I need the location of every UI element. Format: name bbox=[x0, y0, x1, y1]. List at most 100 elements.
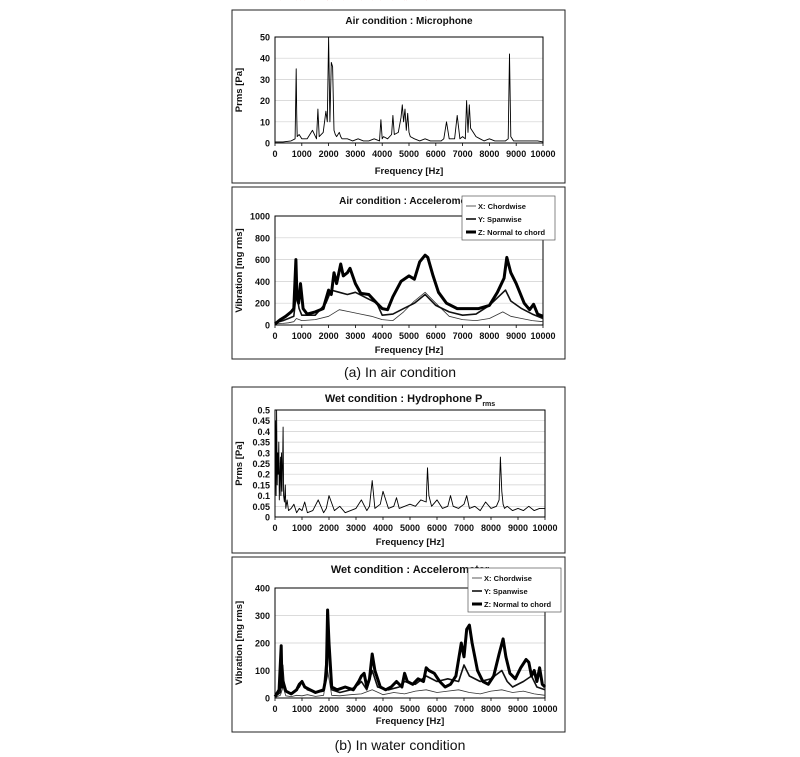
chart-air_mic: 0 10 20 30 40 50 0 1000 2000 3000 4000 5000 6000 7000… bbox=[234, 16, 556, 177]
y-tick-label: 0 bbox=[265, 694, 270, 704]
series-line-1 bbox=[274, 291, 544, 325]
y-axis-label: Vibration [mg rms] bbox=[234, 228, 245, 312]
x-tick-label: 5000 bbox=[399, 331, 419, 341]
series-line-1 bbox=[274, 670, 546, 698]
x-tick-label: 4000 bbox=[372, 331, 392, 341]
y-tick-label: 300 bbox=[255, 611, 270, 621]
series-line-1 bbox=[274, 409, 545, 514]
y-tick-label: 800 bbox=[255, 233, 270, 243]
y-tick-label: 600 bbox=[255, 255, 270, 265]
x-tick-label: 10000 bbox=[530, 331, 555, 341]
y-tick-label: 400 bbox=[255, 277, 270, 287]
x-tick-label: 6000 bbox=[427, 704, 447, 714]
x-tick-label: 10000 bbox=[532, 523, 557, 533]
x-tick-label: 4000 bbox=[373, 704, 393, 714]
x-tick-label: 7000 bbox=[454, 704, 474, 714]
x-tick-label: 1000 bbox=[292, 704, 312, 714]
x-tick-label: 5000 bbox=[400, 704, 420, 714]
series-line-2 bbox=[274, 289, 544, 324]
x-tick-label: 10000 bbox=[530, 149, 555, 159]
x-tick-label: 2000 bbox=[319, 523, 339, 533]
y-tick-label: 1000 bbox=[250, 212, 270, 222]
x-tick-label: 9000 bbox=[508, 704, 528, 714]
x-tick-label: 8000 bbox=[481, 523, 501, 533]
x-tick-label: 2000 bbox=[319, 331, 339, 341]
chart-wet_hyd: 00.050.10.150.20.250.30.350.40.450.50 100… bbox=[234, 393, 558, 548]
y-tick-label: 30 bbox=[260, 75, 270, 85]
x-tick-label: 5000 bbox=[399, 149, 419, 159]
chart-title: Wet condition : Hydrophone Prms bbox=[325, 393, 495, 408]
x-tick-label: 1000 bbox=[292, 331, 312, 341]
y-tick-label: 20 bbox=[260, 96, 270, 106]
x-tick-label: 2000 bbox=[319, 704, 339, 714]
legend-entry: X: Chordwise bbox=[478, 202, 526, 211]
y-tick-label: 100 bbox=[255, 666, 270, 676]
chart-title: Wet condition : Accelerometer bbox=[331, 564, 490, 576]
x-tick-label: 3000 bbox=[345, 331, 365, 341]
x-tick-label: 7000 bbox=[454, 523, 474, 533]
y-tick-label: 40 bbox=[260, 54, 270, 64]
x-tick-label: 0 bbox=[272, 704, 277, 714]
legend: X: Chordwise Y: Spanwise Z: Normal to chor… bbox=[461, 195, 556, 241]
x-tick-label: 0 bbox=[272, 149, 277, 159]
x-tick-label: 4000 bbox=[372, 149, 392, 159]
x-axis-label: Frequency [Hz] bbox=[375, 345, 444, 356]
x-tick-label: 9000 bbox=[506, 149, 526, 159]
x-tick-label: 3000 bbox=[345, 149, 365, 159]
y-tick-label: 0.2 bbox=[257, 470, 270, 480]
series-line-1 bbox=[275, 36, 544, 143]
y-tick-label: 0.4 bbox=[257, 427, 270, 437]
y-tick-label: 0.05 bbox=[252, 502, 270, 512]
x-tick-label: 3000 bbox=[346, 704, 366, 714]
x-tick-label: 1000 bbox=[292, 149, 312, 159]
x-tick-label: 0 bbox=[272, 331, 277, 341]
x-tick-label: 7000 bbox=[453, 149, 473, 159]
panel-frame-wet-hyd bbox=[231, 386, 566, 554]
caption-air: (a) In air condition bbox=[344, 364, 456, 380]
legend-entry: Y: Spanwise bbox=[478, 215, 522, 224]
legend-box bbox=[461, 195, 556, 241]
y-tick-label: 0.15 bbox=[252, 480, 270, 490]
y-tick-label: 0.1 bbox=[257, 491, 270, 501]
legend-entry: Z: Normal to chord bbox=[484, 600, 552, 609]
plot-area bbox=[274, 36, 544, 144]
chart-title: Air condition : Microphone bbox=[345, 16, 473, 27]
panel-frame-air-mic bbox=[231, 9, 566, 184]
x-tick-label: 2000 bbox=[319, 149, 339, 159]
chart-title: Air condition : Accelerometer bbox=[339, 196, 479, 207]
y-axis-label: Prms [Pa] bbox=[234, 441, 245, 485]
x-tick-label: 7000 bbox=[453, 331, 473, 341]
legend-box bbox=[467, 567, 562, 613]
x-tick-label: 4000 bbox=[373, 523, 393, 533]
x-tick-label: 6000 bbox=[427, 523, 447, 533]
x-tick-label: 3000 bbox=[346, 523, 366, 533]
legend-entry: Z: Normal to chord bbox=[478, 228, 546, 237]
y-tick-label: 0 bbox=[265, 513, 270, 523]
x-tick-label: 8000 bbox=[479, 149, 499, 159]
chart-title-subscript: rms bbox=[482, 401, 495, 408]
y-tick-label: 0.3 bbox=[257, 448, 270, 458]
y-tick-label: 10 bbox=[260, 117, 270, 127]
x-tick-label: 9000 bbox=[506, 331, 526, 341]
x-tick-label: 0 bbox=[272, 523, 277, 533]
x-tick-label: 1000 bbox=[292, 523, 312, 533]
x-axis-label: Frequency [Hz] bbox=[376, 716, 445, 727]
y-tick-label: 0 bbox=[265, 139, 270, 149]
plot-area bbox=[274, 587, 546, 699]
y-tick-label: 0.35 bbox=[252, 438, 270, 448]
x-tick-label: 10000 bbox=[532, 704, 557, 714]
x-axis-label: Frequency [Hz] bbox=[375, 166, 444, 177]
x-tick-label: 9000 bbox=[508, 523, 528, 533]
x-tick-label: 6000 bbox=[426, 331, 446, 341]
plot-area bbox=[274, 215, 544, 326]
y-tick-label: 0.5 bbox=[257, 406, 270, 416]
y-tick-label: 200 bbox=[255, 639, 270, 649]
series-line-3 bbox=[274, 253, 544, 326]
x-tick-label: 8000 bbox=[481, 704, 501, 714]
legend: X: Chordwise Y: Spanwise Z: Normal to chor… bbox=[467, 567, 562, 613]
y-tick-label: 0.45 bbox=[252, 416, 270, 426]
x-tick-label: 5000 bbox=[400, 523, 420, 533]
